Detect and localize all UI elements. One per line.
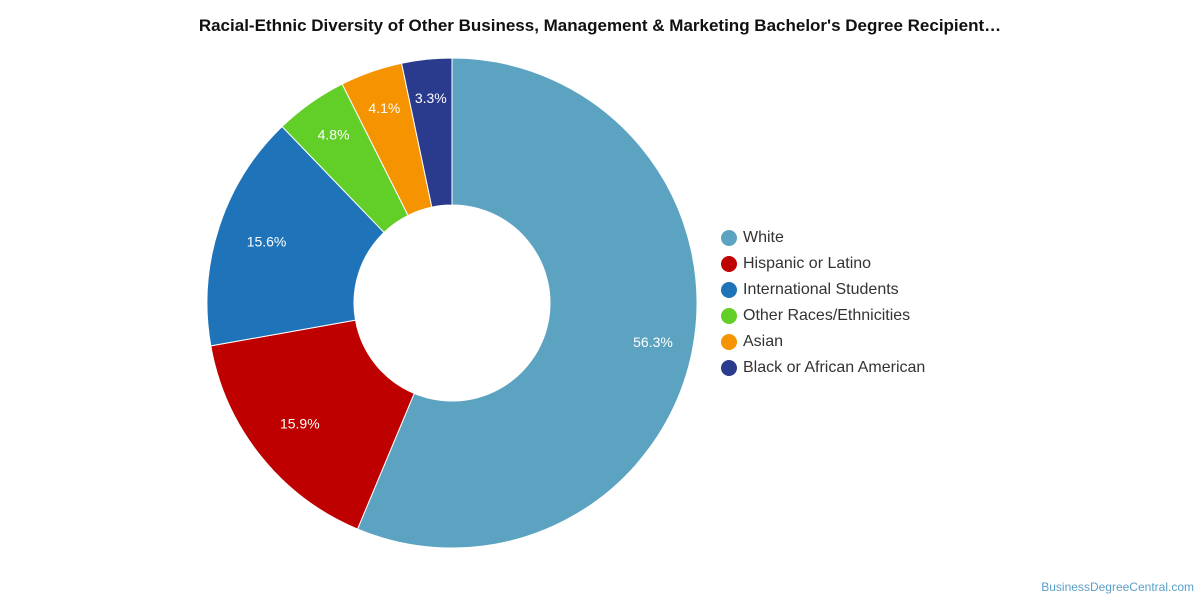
- legend-item-other-races-ethnicities[interactable]: Other Races/Ethnicities: [721, 307, 910, 324]
- legend-swatch-white: [721, 230, 737, 246]
- legend-item-asian[interactable]: Asian: [721, 333, 783, 350]
- slice-hispanic-or-latino[interactable]: [210, 319, 415, 530]
- slice-label-hispanic-or-latino: 15.9%: [280, 416, 320, 432]
- slice-label-international-students: 15.6%: [247, 233, 287, 249]
- legend-swatch-other-races-ethnicities: [721, 308, 737, 324]
- slice-label-other-races-ethnicities: 4.8%: [318, 126, 350, 142]
- legend-item-hispanic-or-latino[interactable]: Hispanic or Latino: [721, 255, 871, 272]
- legend-label-hispanic-or-latino: Hispanic or Latino: [743, 255, 871, 272]
- legend-swatch-black-or-african-american: [721, 360, 737, 376]
- source-credit[interactable]: BusinessDegreeCentral.com: [1041, 580, 1194, 594]
- legend-label-international-students: International Students: [743, 281, 899, 298]
- slices-group: [206, 57, 698, 549]
- legend-item-white[interactable]: White: [721, 229, 784, 246]
- legend: White Hispanic or Latino International Stu…: [721, 229, 925, 376]
- legend-swatch-asian: [721, 334, 737, 350]
- legend-item-international-students[interactable]: International Students: [721, 281, 899, 298]
- slice-black-or-african-american[interactable]: [400, 57, 453, 208]
- slice-label-white: 56.3%: [633, 334, 673, 350]
- slice-labels-group: 56.3% 15.9% 15.6% 4.8% 4.1% 3.3%: [247, 90, 673, 432]
- legend-swatch-international-students: [721, 282, 737, 298]
- slice-international-students[interactable]: [206, 125, 385, 347]
- legend-label-black-or-african-american: Black or African American: [743, 359, 925, 376]
- legend-swatch-hispanic-or-latino: [721, 256, 737, 272]
- legend-label-asian: Asian: [743, 333, 783, 350]
- slice-white[interactable]: [356, 57, 698, 549]
- slice-label-black-or-african-american: 3.3%: [415, 90, 447, 106]
- legend-label-other-races-ethnicities: Other Races/Ethnicities: [743, 307, 910, 324]
- legend-item-black-or-african-american[interactable]: Black or African American: [721, 359, 925, 376]
- legend-label-white: White: [743, 229, 784, 246]
- chart-title: Racial-Ethnic Diversity of Other Busines…: [198, 16, 1002, 35]
- slice-label-asian: 4.1%: [368, 100, 400, 116]
